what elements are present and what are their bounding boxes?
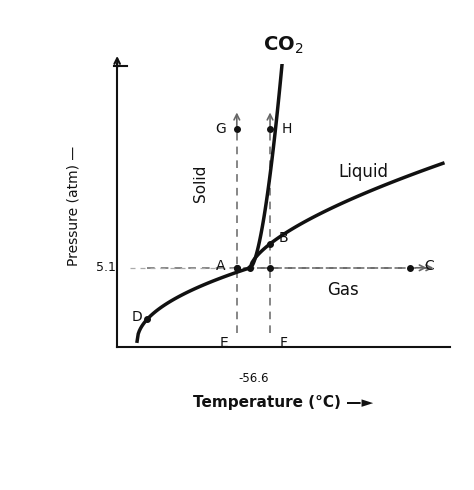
Text: 5.1: 5.1	[96, 261, 116, 274]
Text: -56.6: -56.6	[238, 372, 269, 385]
Text: Pressure (atm) —: Pressure (atm) —	[67, 146, 81, 266]
Text: G: G	[215, 122, 226, 136]
Text: C: C	[425, 259, 435, 273]
Text: A: A	[216, 259, 225, 273]
Text: B: B	[279, 231, 288, 245]
Title: CO$_2$: CO$_2$	[263, 35, 303, 56]
Text: Solid: Solid	[193, 165, 208, 202]
Text: D: D	[132, 310, 143, 323]
Text: E: E	[219, 336, 228, 349]
Text: Liquid: Liquid	[338, 163, 388, 181]
Text: F: F	[279, 336, 287, 349]
Text: Temperature (°C) —►: Temperature (°C) —►	[193, 395, 374, 410]
Text: Gas: Gas	[327, 281, 359, 299]
Text: H: H	[282, 122, 292, 136]
